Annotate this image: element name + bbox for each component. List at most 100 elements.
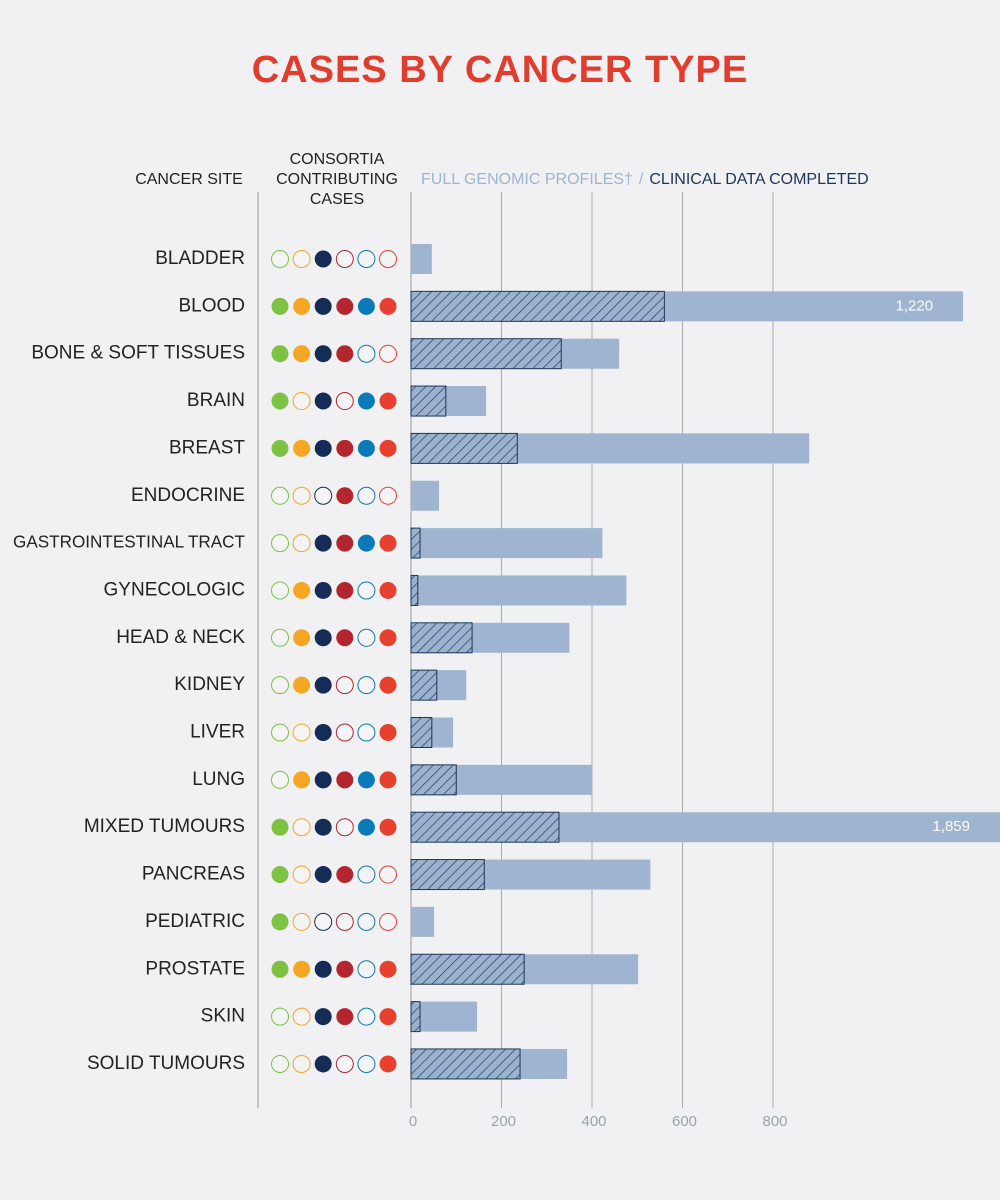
category-label: GYNECOLOGIC <box>104 579 245 600</box>
bar <box>410 717 433 748</box>
consortium-dot <box>379 912 397 931</box>
consortium-dot <box>357 344 376 363</box>
consortium-dot <box>271 628 289 647</box>
category-label: HEAD & NECK <box>116 627 245 648</box>
consortium-dot <box>336 771 354 789</box>
consortium-dot <box>292 1007 311 1026</box>
bar <box>410 669 438 701</box>
bar <box>410 338 562 370</box>
consortium-dot <box>271 676 289 695</box>
consortium-dot <box>379 344 397 363</box>
consortium-dot <box>314 912 333 931</box>
consortium-dot <box>379 724 397 741</box>
consortium-dot <box>336 1008 354 1026</box>
bars <box>410 244 1000 1080</box>
consortium-dot <box>271 818 289 836</box>
legend: FULL GENOMIC PROFILES† / CLINICAL DATA COM… <box>421 171 869 188</box>
consortium-dot <box>336 960 354 978</box>
bar <box>410 764 457 796</box>
consortium-dot <box>357 865 376 884</box>
consortium-dot <box>379 1055 397 1073</box>
consortium-dot <box>357 1007 376 1026</box>
bar <box>411 244 432 274</box>
consortium-dot <box>336 534 354 552</box>
category-label: PANCREAS <box>142 864 245 885</box>
consortium-dot <box>292 723 311 742</box>
consortium-dot <box>292 392 311 411</box>
consortium-dot <box>357 250 376 268</box>
category-label: KIDNEY <box>174 674 245 695</box>
bar <box>410 574 419 606</box>
consortium-dot <box>293 676 311 694</box>
category-label: LUNG <box>192 769 245 790</box>
consortium-dot <box>379 392 397 410</box>
consortium-dot <box>357 818 375 836</box>
category-label: GASTROINTESTINAL TRACT <box>13 533 246 552</box>
consortium-dot <box>357 297 375 315</box>
consortium-dot <box>314 345 332 363</box>
consortium-dot <box>314 771 332 789</box>
category-label: BLADDER <box>155 248 245 269</box>
consortium-dot <box>379 581 397 599</box>
consortium-dot <box>292 250 311 268</box>
legend-separator: / <box>639 171 644 188</box>
consortium-dot <box>293 771 311 789</box>
consortium-dot <box>293 960 311 978</box>
consortium-dot <box>271 439 289 457</box>
consortium-dot <box>335 676 354 695</box>
consortium-dot <box>379 771 397 789</box>
consortium-dot <box>379 297 397 315</box>
consortium-dot <box>335 1054 354 1073</box>
bar <box>410 953 525 985</box>
bar <box>411 480 440 511</box>
consortium-dot <box>314 534 332 552</box>
consortium-dot <box>314 1055 332 1073</box>
bar <box>411 906 435 937</box>
bar <box>410 811 560 843</box>
consortium-dot <box>357 534 375 552</box>
chart-title: CASES BY CANCER TYPE <box>252 49 749 91</box>
consortium-dot <box>335 723 354 742</box>
consortium-dot <box>314 486 333 505</box>
consortium-dot <box>379 676 397 694</box>
consortium-dot <box>292 486 311 505</box>
consortium-dot <box>357 960 376 979</box>
bar <box>410 385 447 417</box>
value-label: 1,220 <box>896 297 934 314</box>
consortia-header: CONTRIBUTING <box>276 171 398 188</box>
consortium-dot <box>271 581 289 600</box>
consortium-dot <box>314 297 332 315</box>
consortium-dot <box>336 297 354 315</box>
bar <box>410 622 473 654</box>
category-label: BLOOD <box>178 295 245 316</box>
consortium-dot <box>336 866 354 884</box>
category-label: BRAIN <box>187 390 245 411</box>
category-label: BREAST <box>169 437 245 458</box>
consortium-dot <box>271 345 289 363</box>
consortium-dot <box>379 534 397 552</box>
consortium-dot <box>357 392 375 410</box>
consortium-dot <box>357 912 376 931</box>
consortium-dot <box>271 723 289 742</box>
consortium-dot <box>271 297 289 315</box>
x-tick-label: 0 <box>409 1113 417 1130</box>
legend-entry: FULL GENOMIC PROFILES† <box>421 171 633 188</box>
consortium-dot <box>292 534 311 553</box>
consortium-dot <box>314 392 332 410</box>
consortium-dot <box>271 1007 289 1026</box>
consortium-dot <box>293 439 311 457</box>
consortium-dot <box>379 629 397 647</box>
category-label: PEDIATRIC <box>145 911 245 932</box>
consortium-dot <box>292 865 311 884</box>
consortium-dot <box>357 581 376 600</box>
bar <box>411 1001 478 1032</box>
consortium-dot <box>335 392 354 411</box>
bar <box>410 859 485 891</box>
site-header: CANCER SITE <box>135 171 243 188</box>
value-label: 1,859 <box>932 818 970 835</box>
consortium-dot <box>314 1008 332 1026</box>
x-tick-label: 600 <box>672 1113 697 1130</box>
consortium-dot <box>357 723 376 742</box>
